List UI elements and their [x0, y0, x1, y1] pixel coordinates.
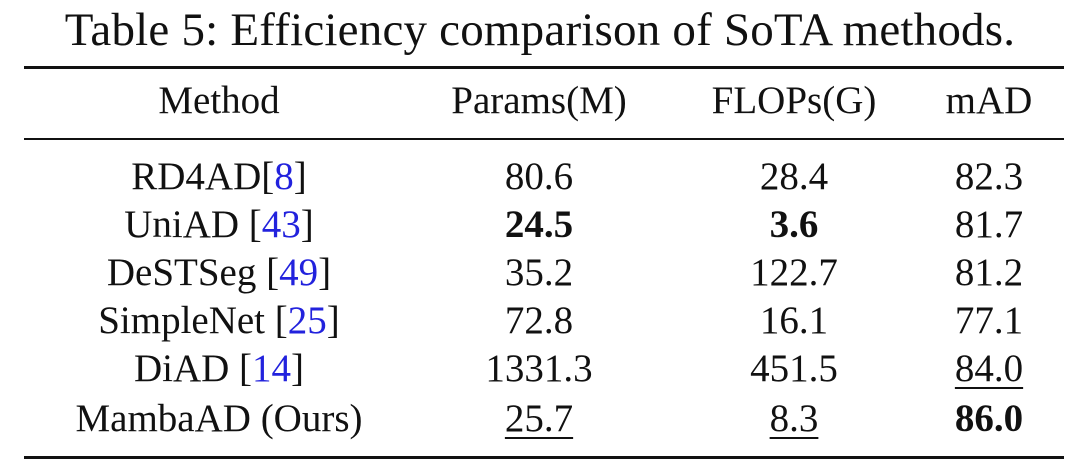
mad-cell: 84.0 — [924, 344, 1054, 394]
table-row: RD4AD[8] 80.6 28.4 82.3 — [24, 152, 1064, 202]
citation-link[interactable]: 8 — [274, 155, 294, 198]
method-cell: DeSTSeg [49] — [106, 251, 332, 294]
header-params: Params(M) — [451, 79, 627, 122]
mad-cell: 81.2 — [954, 251, 1024, 294]
method-name: UniAD — [124, 203, 240, 246]
flops-cell: 451.5 — [750, 347, 838, 390]
header-method: Method — [158, 79, 280, 122]
params-cell: 24.5 — [504, 203, 574, 246]
citation-link[interactable]: 25 — [287, 299, 327, 342]
header-mad: mAD — [945, 79, 1033, 122]
table-row: SimpleNet [25] 72.8 16.1 77.1 — [24, 296, 1064, 346]
mad-cell: 86.0 — [954, 397, 1024, 440]
mad-cell: 77.1 — [954, 299, 1024, 342]
table-header-row: Method Params(M) FLOPs(G) mAD — [24, 76, 1064, 126]
bottom-rule — [24, 456, 1064, 459]
mad-cell: 81.7 — [954, 203, 1024, 246]
method-cell: RD4AD[8] — [131, 155, 307, 198]
table-row: UniAD [43] 24.5 3.6 81.7 — [24, 200, 1064, 250]
table-row: MambaAD (Ours) 25.7 8.3 86.0 — [24, 394, 1064, 444]
citation-link[interactable]: 49 — [279, 251, 319, 294]
params-cell: 35.2 — [504, 251, 574, 294]
mid-rule — [24, 138, 1064, 140]
flops-cell: 8.3 — [689, 394, 899, 444]
params-cell: 80.6 — [504, 155, 574, 198]
method-name: DeSTSeg — [106, 251, 257, 294]
citation-link[interactable]: 43 — [261, 203, 301, 246]
flops-cell: 122.7 — [750, 251, 838, 294]
method-cell: UniAD [43] — [124, 203, 314, 246]
method-cell: MambaAD (Ours) — [75, 397, 363, 440]
params-cell: 25.7 — [434, 394, 644, 444]
table-caption: Table 5: Efficiency comparison of SoTA m… — [64, 4, 1016, 56]
params-cell: 72.8 — [504, 299, 574, 342]
header-flops: FLOPs(G) — [711, 79, 877, 122]
method-sep — [229, 347, 239, 390]
mad-cell: 82.3 — [954, 155, 1024, 198]
mad-value: 84.0 — [954, 347, 1024, 390]
flops-cell: 3.6 — [769, 203, 819, 246]
method-sep — [256, 251, 266, 294]
top-rule — [24, 66, 1064, 69]
table-row: DeSTSeg [49] 35.2 122.7 81.2 — [24, 248, 1064, 298]
method-name: SimpleNet — [98, 299, 266, 342]
flops-cell: 16.1 — [759, 299, 829, 342]
params-value: 25.7 — [504, 397, 574, 440]
method-cell: SimpleNet [25] — [98, 299, 340, 342]
params-cell: 1331.3 — [485, 347, 593, 390]
flops-cell: 28.4 — [759, 155, 829, 198]
table-row: DiAD [14] 1331.3 451.5 84.0 — [24, 344, 1064, 394]
flops-value: 8.3 — [769, 397, 819, 440]
method-name: RD4AD — [131, 155, 262, 198]
citation-link[interactable]: 14 — [252, 347, 292, 390]
method-name: DiAD — [133, 347, 230, 390]
method-cell: DiAD [14] — [133, 347, 305, 390]
method-sep — [239, 203, 249, 246]
method-sep — [265, 299, 275, 342]
